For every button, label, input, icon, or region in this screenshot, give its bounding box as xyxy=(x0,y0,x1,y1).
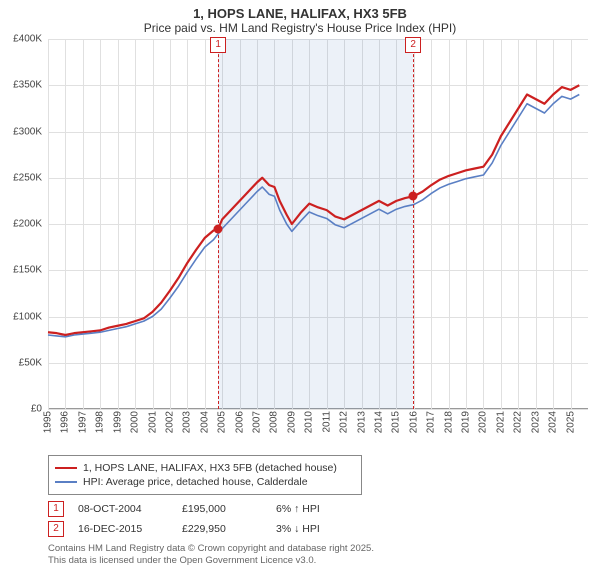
x-tick-label: 2003 xyxy=(182,411,193,433)
x-tick-label: 2017 xyxy=(426,411,437,433)
event-number-box: 1 xyxy=(48,501,64,517)
legend-item: HPI: Average price, detached house, Cald… xyxy=(55,476,355,488)
y-tick-label: £400K xyxy=(13,34,42,45)
plot-region: 12 xyxy=(48,39,588,409)
x-tick-label: 2022 xyxy=(513,411,524,433)
event-pct: 6% ↑ HPI xyxy=(276,503,320,515)
title-line-2: Price paid vs. HM Land Registry's House … xyxy=(0,21,600,35)
x-tick-label: 2015 xyxy=(391,411,402,433)
y-tick-label: £350K xyxy=(13,80,42,91)
x-tick-label: 2002 xyxy=(164,411,175,433)
y-tick-label: £250K xyxy=(13,172,42,183)
x-tick-label: 2016 xyxy=(408,411,419,433)
x-tick-label: 2010 xyxy=(304,411,315,433)
x-tick-label: 2007 xyxy=(252,411,263,433)
event-date: 16-DEC-2015 xyxy=(78,523,168,535)
y-tick-label: £300K xyxy=(13,126,42,137)
y-tick-label: £150K xyxy=(13,265,42,276)
event-marker-dot xyxy=(409,192,418,201)
x-tick-label: 2018 xyxy=(443,411,454,433)
event-row: 1 08-OCT-2004 £195,000 6% ↑ HPI xyxy=(48,501,588,517)
legend-swatch xyxy=(55,481,77,483)
x-tick-label: 2012 xyxy=(339,411,350,433)
event-number-box: 2 xyxy=(48,521,64,537)
event-date: 08-OCT-2004 xyxy=(78,503,168,515)
event-marker-box: 2 xyxy=(405,37,421,53)
event-marker-line xyxy=(413,39,414,409)
chart-area: £0£50K£100K£150K£200K£250K£300K£350K£400… xyxy=(48,39,588,409)
event-row: 2 16-DEC-2015 £229,950 3% ↓ HPI xyxy=(48,521,588,537)
x-tick-label: 2024 xyxy=(548,411,559,433)
y-tick-label: £50K xyxy=(19,357,42,368)
legend-item: 1, HOPS LANE, HALIFAX, HX3 5FB (detached… xyxy=(55,462,355,474)
footer-attribution: Contains HM Land Registry data © Crown c… xyxy=(48,543,588,568)
x-tick-label: 2000 xyxy=(130,411,141,433)
series-line-price_paid xyxy=(48,85,579,335)
x-tick-label: 2005 xyxy=(217,411,228,433)
footer-line-1: Contains HM Land Registry data © Crown c… xyxy=(48,543,588,555)
event-pct: 3% ↓ HPI xyxy=(276,523,320,535)
chart-title-block: 1, HOPS LANE, HALIFAX, HX3 5FB Price pai… xyxy=(0,0,600,39)
legend-label: HPI: Average price, detached house, Cald… xyxy=(83,476,308,488)
x-tick-label: 2004 xyxy=(199,411,210,433)
x-tick-label: 2009 xyxy=(286,411,297,433)
y-tick-label: £200K xyxy=(13,219,42,230)
x-tick-label: 2006 xyxy=(234,411,245,433)
x-tick-label: 2014 xyxy=(373,411,384,433)
x-tick-label: 1999 xyxy=(112,411,123,433)
event-price: £195,000 xyxy=(182,503,262,515)
x-tick-label: 1995 xyxy=(43,411,54,433)
event-list: 1 08-OCT-2004 £195,000 6% ↑ HPI 2 16-DEC-2015… xyxy=(48,501,588,537)
chart-legend: 1, HOPS LANE, HALIFAX, HX3 5FB (detached… xyxy=(48,455,362,495)
event-marker-box: 1 xyxy=(210,37,226,53)
x-tick-label: 2020 xyxy=(478,411,489,433)
x-tick-label: 2011 xyxy=(321,411,332,433)
y-tick-label: £100K xyxy=(13,311,42,322)
line-chart-svg xyxy=(48,39,588,409)
x-tick-label: 1996 xyxy=(60,411,71,433)
x-tick-label: 2013 xyxy=(356,411,367,433)
series-line-hpi xyxy=(48,95,579,337)
x-tick-label: 2021 xyxy=(495,411,506,433)
title-line-1: 1, HOPS LANE, HALIFAX, HX3 5FB xyxy=(0,6,600,21)
legend-label: 1, HOPS LANE, HALIFAX, HX3 5FB (detached… xyxy=(83,462,337,474)
x-tick-label: 2019 xyxy=(461,411,472,433)
y-tick-label: £0 xyxy=(31,404,42,415)
x-axis: 1995199619971998199920002001200220032004… xyxy=(48,409,588,449)
legend-swatch xyxy=(55,467,77,469)
x-tick-label: 2025 xyxy=(565,411,576,433)
x-tick-label: 2023 xyxy=(530,411,541,433)
event-marker-dot xyxy=(214,224,223,233)
x-tick-label: 1997 xyxy=(77,411,88,433)
footer-line-2: This data is licensed under the Open Gov… xyxy=(48,555,588,567)
event-price: £229,950 xyxy=(182,523,262,535)
x-tick-label: 1998 xyxy=(95,411,106,433)
y-axis: £0£50K£100K£150K£200K£250K£300K£350K£400… xyxy=(0,39,44,409)
x-tick-label: 2008 xyxy=(269,411,280,433)
x-tick-label: 2001 xyxy=(147,411,158,433)
